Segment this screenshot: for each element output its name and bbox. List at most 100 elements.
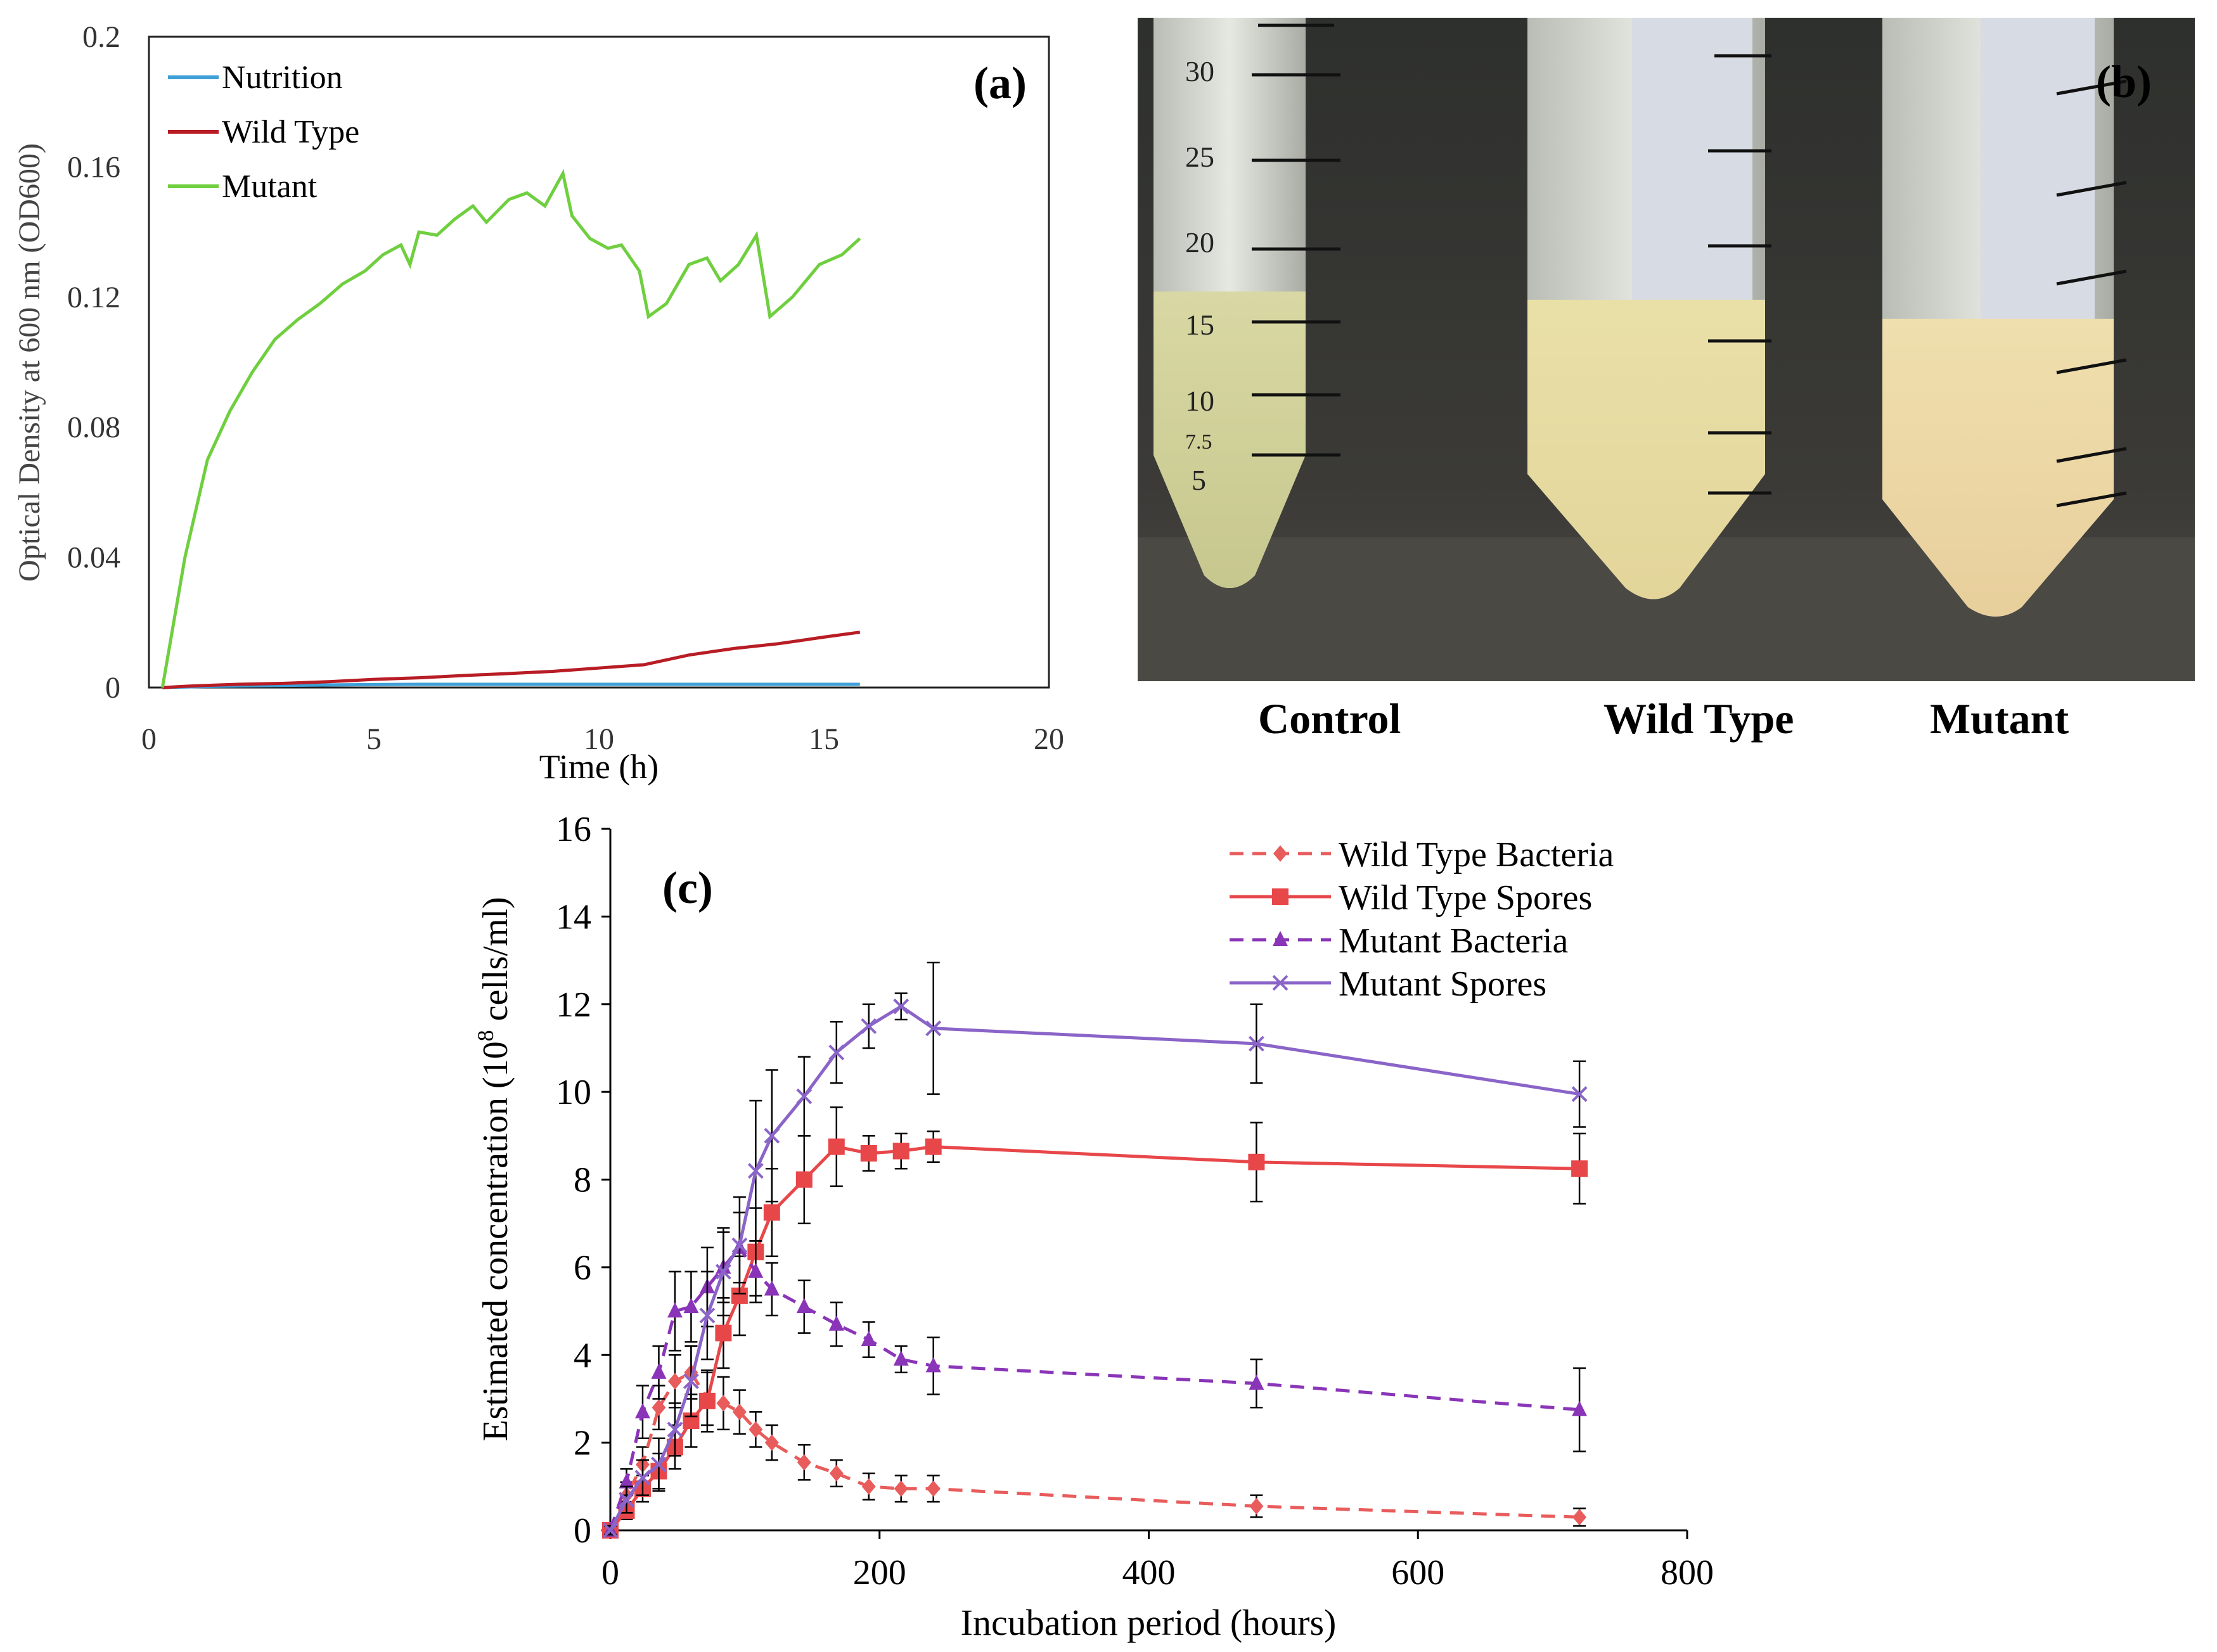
y-tick-label-a: 0.2 bbox=[82, 20, 120, 54]
data-point-wild-type-bacteria bbox=[861, 1478, 876, 1495]
chart-panel-c: 0 200 400 600 800 0 2 4 6 8 10 12 14 16 Wild Type Ba… bbox=[473, 810, 1714, 1643]
series-line-a-mutant bbox=[160, 169, 861, 688]
data-point-wild-type-bacteria bbox=[716, 1395, 731, 1412]
data-point-mutant-bacteria bbox=[764, 1280, 780, 1296]
data-point-mutant-spores bbox=[1571, 1086, 1588, 1102]
data-point-wild-type-bacteria bbox=[1572, 1509, 1587, 1526]
x-tick-label-a: 20 bbox=[1034, 722, 1064, 756]
data-point-mutant-spores bbox=[731, 1237, 748, 1253]
tube-control bbox=[1153, 18, 1340, 588]
data-point-mutant-bacteria bbox=[651, 1363, 667, 1379]
series-c bbox=[602, 961, 1588, 1539]
panel-label-a: (a) bbox=[974, 58, 1027, 108]
x-tick-label-c: 400 bbox=[1122, 1553, 1176, 1592]
x-tick-label-c: 0 bbox=[601, 1553, 619, 1592]
y-tick-label-c: 14 bbox=[556, 897, 591, 937]
data-point-wild-type-spores bbox=[860, 1144, 877, 1162]
x-axis-label-c: Incubation period (hours) bbox=[961, 1602, 1337, 1643]
y-tick-label-c: 4 bbox=[574, 1336, 591, 1375]
data-point-mutant-bacteria bbox=[634, 1403, 650, 1419]
data-point-mutant-bacteria bbox=[828, 1315, 844, 1331]
chart-panel-a: 0 5 10 15 20 0 0.04 0.08 0.12 0.16 0.2 Nutrition W… bbox=[13, 20, 1064, 786]
data-point-wild-type-spores bbox=[925, 1138, 942, 1155]
series-line-a-wild-type bbox=[162, 631, 861, 689]
y-tick-label-a: 0.12 bbox=[67, 281, 120, 314]
tube-label-control: Control bbox=[1258, 695, 1401, 743]
data-point-wild-type-bacteria bbox=[667, 1373, 682, 1390]
y-tick-label-c: 12 bbox=[556, 985, 591, 1025]
data-point-mutant-spores bbox=[699, 1307, 716, 1324]
legend-marker-mutant-spores bbox=[1272, 975, 1288, 991]
legend-label-mutant-bacteria: Mutant Bacteria bbox=[1339, 921, 1568, 961]
data-point-wild-type-spores bbox=[1571, 1160, 1588, 1177]
data-point-mutant-bacteria bbox=[619, 1473, 634, 1489]
data-point-mutant-spores bbox=[861, 1018, 877, 1034]
y-axis-label-a: Optical Density at 600 nm (OD600) bbox=[13, 143, 46, 582]
panel-label-c: (c) bbox=[662, 862, 713, 913]
scale-mark-5: 5 bbox=[1192, 464, 1206, 496]
x-tick-label-a: 10 bbox=[584, 722, 614, 756]
tube-mutant bbox=[1882, 18, 2127, 617]
tubes-photo: 30 25 20 15 10 7.5 5 (b) bbox=[1138, 18, 2195, 681]
series-line-a-nutrition bbox=[162, 682, 860, 689]
scale-mark-7-5: 7.5 bbox=[1185, 430, 1212, 454]
data-point-mutant-spores bbox=[634, 1470, 651, 1486]
y-axis-label-c: Estimated concentration (108 cells/ml) bbox=[473, 897, 515, 1441]
legend-label-mutant-spores: Mutant Spores bbox=[1339, 964, 1546, 1004]
data-point-mutant-bacteria bbox=[1249, 1374, 1264, 1390]
data-point-wild-type-spores bbox=[795, 1171, 813, 1188]
data-point-mutant-bacteria bbox=[893, 1350, 909, 1366]
data-point-mutant-spores bbox=[619, 1492, 634, 1508]
tube-label-wild-type: Wild Type bbox=[1603, 695, 1794, 743]
legend-marker-wild-type-spores bbox=[1272, 888, 1288, 905]
data-point-wild-type-bacteria bbox=[732, 1404, 747, 1421]
data-point-mutant-spores bbox=[1248, 1035, 1264, 1052]
data-point-mutant-spores bbox=[764, 1127, 780, 1144]
legend-marker-mutant-bacteria bbox=[1273, 931, 1288, 946]
data-point-mutant-bacteria bbox=[925, 1357, 941, 1373]
legend-label-wild-type-spores: Wild Type Spores bbox=[1339, 878, 1592, 918]
series-lines-a bbox=[160, 169, 861, 689]
data-point-wild-type-spores bbox=[1248, 1153, 1265, 1170]
y-tick-label-a: 0.04 bbox=[67, 541, 120, 575]
data-point-wild-type-spores bbox=[828, 1138, 845, 1155]
data-point-wild-type-bacteria bbox=[926, 1480, 941, 1497]
legend-label-a: Nutrition bbox=[222, 60, 343, 96]
y-tick-label-c: 6 bbox=[574, 1248, 591, 1288]
data-point-mutant-spores bbox=[651, 1456, 667, 1473]
legend-label-a: Mutant bbox=[222, 169, 318, 205]
y-tick-label-a: 0 bbox=[105, 671, 120, 705]
data-point-mutant-spores bbox=[715, 1264, 731, 1280]
x-tick-label-a: 0 bbox=[141, 722, 157, 756]
data-point-mutant-spores bbox=[747, 1163, 764, 1179]
data-point-wild-type-bacteria bbox=[894, 1480, 908, 1497]
legend-label-wild-type-bacteria: Wild Type Bacteria bbox=[1339, 835, 1614, 874]
x-tick-label-c: 600 bbox=[1391, 1553, 1444, 1592]
x-tick-label-a: 5 bbox=[366, 722, 382, 756]
data-point-mutant-spores bbox=[796, 1088, 813, 1105]
scale-mark-10: 10 bbox=[1185, 385, 1214, 417]
y-tick-label-c: 16 bbox=[556, 810, 591, 849]
x-tick-label-c: 800 bbox=[1661, 1553, 1714, 1592]
data-point-wild-type-bacteria bbox=[764, 1434, 779, 1451]
data-point-wild-type-bacteria bbox=[797, 1454, 811, 1471]
data-point-mutant-spores bbox=[667, 1421, 683, 1438]
scale-mark-20: 20 bbox=[1185, 226, 1214, 259]
data-point-wild-type-spores bbox=[698, 1392, 716, 1409]
data-point-mutant-spores bbox=[683, 1373, 699, 1390]
data-point-wild-type-bacteria bbox=[652, 1399, 666, 1416]
data-point-mutant-bacteria bbox=[683, 1298, 699, 1314]
y-tick-label-c: 10 bbox=[556, 1073, 591, 1112]
data-point-wild-type-bacteria bbox=[749, 1421, 763, 1438]
series-line-wild-type-bacteria bbox=[608, 1370, 1580, 1532]
data-point-mutant-bacteria bbox=[748, 1262, 764, 1278]
y-tick-label-c: 2 bbox=[574, 1424, 591, 1463]
scale-mark-25: 25 bbox=[1185, 141, 1214, 173]
x-tick-label-a: 15 bbox=[809, 722, 839, 756]
data-point-mutant-spores bbox=[925, 1020, 942, 1037]
y-tick-label-a: 0.08 bbox=[67, 411, 120, 444]
data-point-wild-type-spores bbox=[763, 1204, 780, 1221]
data-point-wild-type-spores bbox=[715, 1324, 732, 1341]
y-tick-labels-a: 0 0.04 0.08 0.12 0.16 0.2 bbox=[67, 20, 120, 705]
